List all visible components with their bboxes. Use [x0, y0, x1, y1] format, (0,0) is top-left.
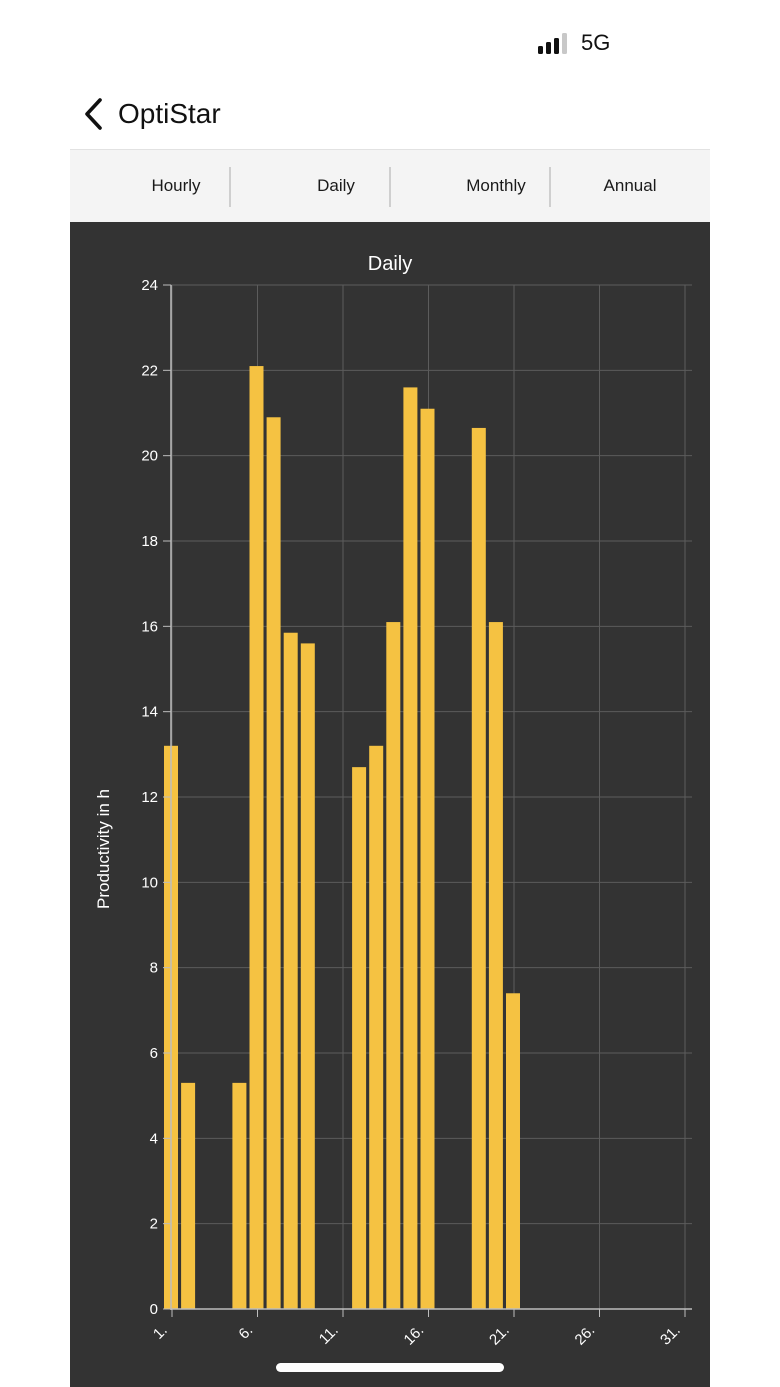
bar-day-21[interactable]	[506, 993, 520, 1309]
tab-divider	[549, 167, 551, 207]
network-type-label: 5G	[581, 30, 611, 55]
y-tick-label: 22	[141, 362, 158, 379]
y-tick-label: 0	[150, 1301, 158, 1318]
bar-day-20[interactable]	[488, 622, 503, 1309]
cellular-signal-icon	[538, 32, 572, 54]
status-bar: 5G	[0, 0, 780, 80]
x-tick-label: 21.	[486, 1322, 513, 1349]
bar-day-16[interactable]	[420, 408, 435, 1309]
y-tick-label: 18	[141, 533, 158, 550]
bar-day-7[interactable]	[266, 417, 281, 1309]
y-tick-label: 2	[150, 1216, 158, 1233]
tab-divider	[229, 167, 231, 207]
tab-monthly[interactable]: Monthly	[466, 176, 526, 195]
y-tick-label: 4	[150, 1130, 158, 1147]
tab-divider	[389, 167, 391, 207]
bar-day-8[interactable]	[283, 632, 298, 1309]
bar-day-12[interactable]	[352, 767, 367, 1309]
x-axis-ticks: 1. 6. 11. 16. 21. 26. 31.	[150, 1309, 686, 1349]
tab-daily[interactable]: Daily	[317, 176, 355, 195]
bar-day-19[interactable]	[471, 427, 486, 1309]
x-tick-label: 6.	[235, 1322, 256, 1343]
chevron-left-icon	[85, 98, 102, 130]
y-axis-label: Productivity in h	[94, 789, 113, 909]
y-tick-label: 16	[141, 618, 158, 635]
bar-day-13[interactable]	[369, 745, 384, 1309]
y-tick-label: 24	[141, 277, 158, 294]
page-title: OptiStar	[118, 98, 221, 129]
y-tick-label: 6	[150, 1045, 158, 1062]
y-tick-label: 20	[141, 448, 158, 465]
x-tick-label: 11.	[316, 1322, 342, 1348]
x-tick-label: 1.	[150, 1322, 171, 1343]
tab-hourly[interactable]: Hourly	[151, 176, 201, 195]
bar-day-9[interactable]	[300, 643, 315, 1309]
home-indicator	[276, 1363, 504, 1372]
y-tick-label: 12	[141, 789, 158, 806]
bar-day-5[interactable]	[232, 1082, 247, 1309]
bar-day-2[interactable]	[181, 1082, 196, 1309]
navigation-bar: OptiStar	[70, 86, 710, 148]
tab-annual[interactable]: Annual	[603, 176, 657, 195]
y-tick-label: 14	[141, 704, 158, 721]
bar-day-15[interactable]	[403, 387, 418, 1309]
x-tick-label: 16.	[401, 1322, 428, 1349]
bar-day-14[interactable]	[386, 622, 401, 1309]
chart-bars	[164, 366, 520, 1309]
chart-title: Daily	[368, 253, 412, 275]
x-tick-label: 26.	[572, 1322, 599, 1349]
chart-panel: Daily 0 2 4 6 8 10 12 14 16 18 20 22 24 1. 6. 11. 16. 21…	[70, 222, 710, 1387]
y-tick-label: 10	[141, 874, 158, 891]
period-tab-bar: Hourly Daily Monthly Annual	[70, 149, 710, 222]
back-button[interactable]	[76, 94, 116, 134]
y-tick-label: 8	[150, 960, 158, 977]
bar-day-6[interactable]	[249, 366, 264, 1309]
x-tick-label: 31.	[657, 1322, 684, 1349]
